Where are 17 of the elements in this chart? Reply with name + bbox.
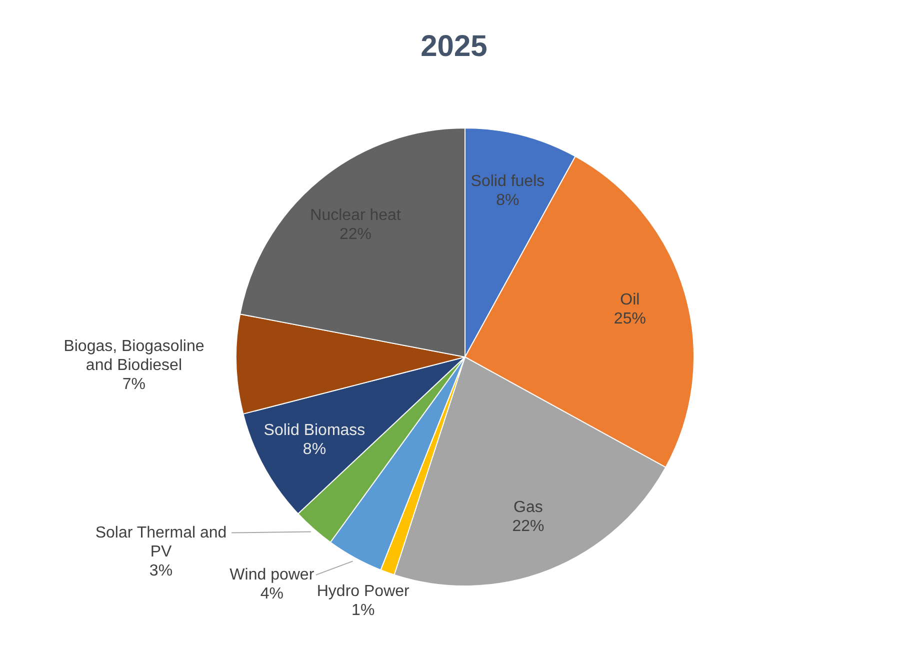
slice-label: Biogas, Biogasoline and Biodiesel [64, 338, 204, 374]
data-label: 25% [614, 310, 646, 328]
data-label: 4% [260, 585, 284, 602]
data-label: 8% [496, 192, 520, 210]
data-label: 22% [512, 518, 544, 536]
slice-label: Solid fuels [470, 173, 545, 190]
data-label: 8% [302, 441, 326, 458]
data-label: 1% [352, 602, 375, 620]
slice-label: Gas [514, 499, 543, 516]
data-label: 7% [122, 376, 146, 394]
data-label: 3% [149, 562, 173, 580]
chart-title: 2025 [420, 30, 488, 63]
slice-label: Wind power [230, 566, 315, 584]
slice-label: Oil [620, 292, 640, 309]
slice-label: Solar Thermal and PV [95, 524, 227, 560]
slice-label: Hydro Power [316, 583, 410, 600]
slice-label: Solid Biomass [264, 422, 366, 440]
